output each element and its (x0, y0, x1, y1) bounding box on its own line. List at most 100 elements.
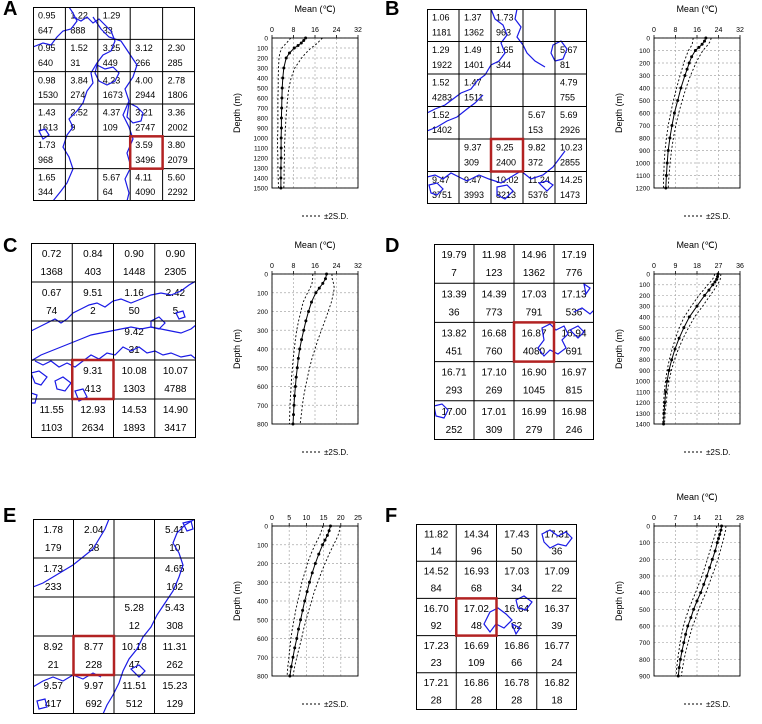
cell-count: 3496 (135, 155, 155, 165)
upper-sd-line (292, 525, 341, 677)
panel-a: A 0.95 647 1.22 888 1.29 33 0.95 640 1.52 31 3.25 4… (0, 0, 380, 236)
cell-mean: 17.02 (464, 604, 489, 615)
cell-count: 24 (551, 658, 563, 669)
cell-count: 1806 (168, 90, 188, 100)
mean-point (695, 599, 699, 603)
y-tick-label: 300 (639, 574, 650, 581)
cell-count: 2400 (496, 158, 516, 168)
mean-point (317, 552, 321, 556)
y-tick-label: 800 (257, 116, 268, 123)
x-axis-label: Mean (℃) (676, 4, 717, 14)
x-tick-label: 25 (354, 515, 362, 522)
cell-mean: 16.69 (464, 641, 489, 652)
cell-count: 1673 (103, 90, 123, 100)
mean-point (296, 44, 300, 47)
cell-count: 66 (511, 658, 523, 669)
x-tick-label: 32 (736, 27, 744, 34)
cell-count: 23 (431, 658, 443, 669)
cell-mean: 0.90 (166, 249, 186, 260)
lower-sd-line (662, 37, 694, 189)
panel-e: E 1.78 179 2.04 28 5.41 10 1.73 233 4.65 102 5.28 1… (0, 488, 380, 724)
y-tick-label: 600 (639, 624, 650, 631)
grid-border (416, 524, 577, 710)
mean-point (282, 66, 286, 70)
plot-frame (271, 273, 359, 425)
mean-point (678, 657, 682, 661)
cell-mean: 0.95 (38, 43, 56, 53)
x-tick-label: 24 (715, 27, 723, 34)
y-tick-label: 1500 (254, 186, 269, 193)
mean-point (708, 566, 712, 570)
y-tick-label: 300 (639, 73, 650, 80)
cell-count: 963 (496, 28, 511, 38)
mean-point (310, 300, 314, 304)
y-tick-label: 100 (257, 290, 268, 297)
y-axis-label: Depth (m) (614, 581, 624, 621)
mean-point (296, 356, 300, 360)
grid-map: 0.72 1368 0.84 403 0.90 1448 0.90 2305 0.67 74 9.5… (31, 243, 196, 438)
mean-point (677, 666, 681, 670)
y-tick-label: 1000 (254, 136, 269, 143)
mean-point (279, 186, 283, 190)
mean-point (307, 310, 311, 313)
cell-mean: 10.07 (163, 366, 188, 377)
cell-count: 4090 (135, 187, 155, 197)
mean-point (280, 86, 284, 90)
cell-count: 153 (528, 125, 543, 135)
cell-count: 308 (166, 621, 183, 632)
x-tick-label: 15 (320, 515, 328, 522)
panel-label: C (3, 235, 18, 257)
cell-mean: 17.10 (481, 368, 506, 379)
grid-cells: 1.781792.04285.41101.732334.651025.28125… (44, 525, 188, 710)
cell-mean: 9.31 (83, 366, 103, 377)
cell-count: 1181 (432, 28, 451, 38)
cell-count: 5376 (528, 190, 548, 200)
mean-point (682, 641, 686, 645)
grid-cells: 11.821414.349617.435017.313614.528416.93… (424, 529, 570, 706)
mean-point (679, 86, 683, 90)
mean-point (292, 403, 296, 407)
y-tick-label: 700 (257, 106, 268, 113)
cell-mean: 3.12 (135, 43, 153, 53)
cell-count: 228 (85, 660, 102, 671)
mean-point (279, 156, 283, 160)
cell-count: 1362 (523, 268, 546, 279)
highlight-cell (455, 597, 498, 637)
mean-point (280, 96, 284, 100)
highlight-cell (512, 321, 556, 363)
y-tick-label: 800 (639, 136, 650, 143)
cell-mean: 8.92 (44, 642, 64, 653)
cell-mean: 16.97 (561, 368, 586, 379)
x-tick-label: 0 (652, 263, 656, 270)
mean-point (291, 422, 295, 426)
cell-mean: 9.97 (84, 681, 104, 692)
cell-mean: 4.65 (165, 564, 185, 575)
mean-point (710, 557, 714, 561)
cell-count: 403 (85, 267, 102, 278)
highlight-cell (72, 634, 116, 677)
panel-c: C 0.72 1368 0.84 403 0.90 1448 0.90 2305 0.67 74 9… (0, 235, 380, 472)
mean-point (673, 347, 677, 351)
cell-mean: 14.90 (163, 405, 188, 416)
x-tick-label: 0 (652, 27, 656, 34)
mean-point (667, 368, 671, 372)
x-axis-label: Mean (℃) (676, 240, 717, 250)
mean-line (280, 37, 306, 188)
cell-mean: 1.73 (496, 13, 514, 23)
cell-mean: 11.31 (163, 642, 188, 653)
cell-count: 4788 (164, 384, 187, 395)
mean-point (325, 272, 329, 276)
y-tick-label: 500 (257, 86, 268, 93)
y-tick-label: 800 (639, 657, 650, 664)
y-tick-label: 800 (257, 422, 268, 429)
cell-count: 14 (431, 547, 443, 558)
cell-mean: 16.99 (521, 407, 546, 418)
x-tick-label: 0 (270, 515, 274, 522)
cell-mean: 16.70 (424, 604, 449, 615)
cell-mean: 1.43 (38, 108, 56, 118)
y-tick-label: 100 (639, 48, 650, 55)
x-tick-label: 16 (693, 27, 701, 34)
y-tick-label: 100 (257, 46, 268, 53)
cell-count: 233 (45, 582, 62, 593)
x-tick-label: 9 (674, 263, 678, 270)
